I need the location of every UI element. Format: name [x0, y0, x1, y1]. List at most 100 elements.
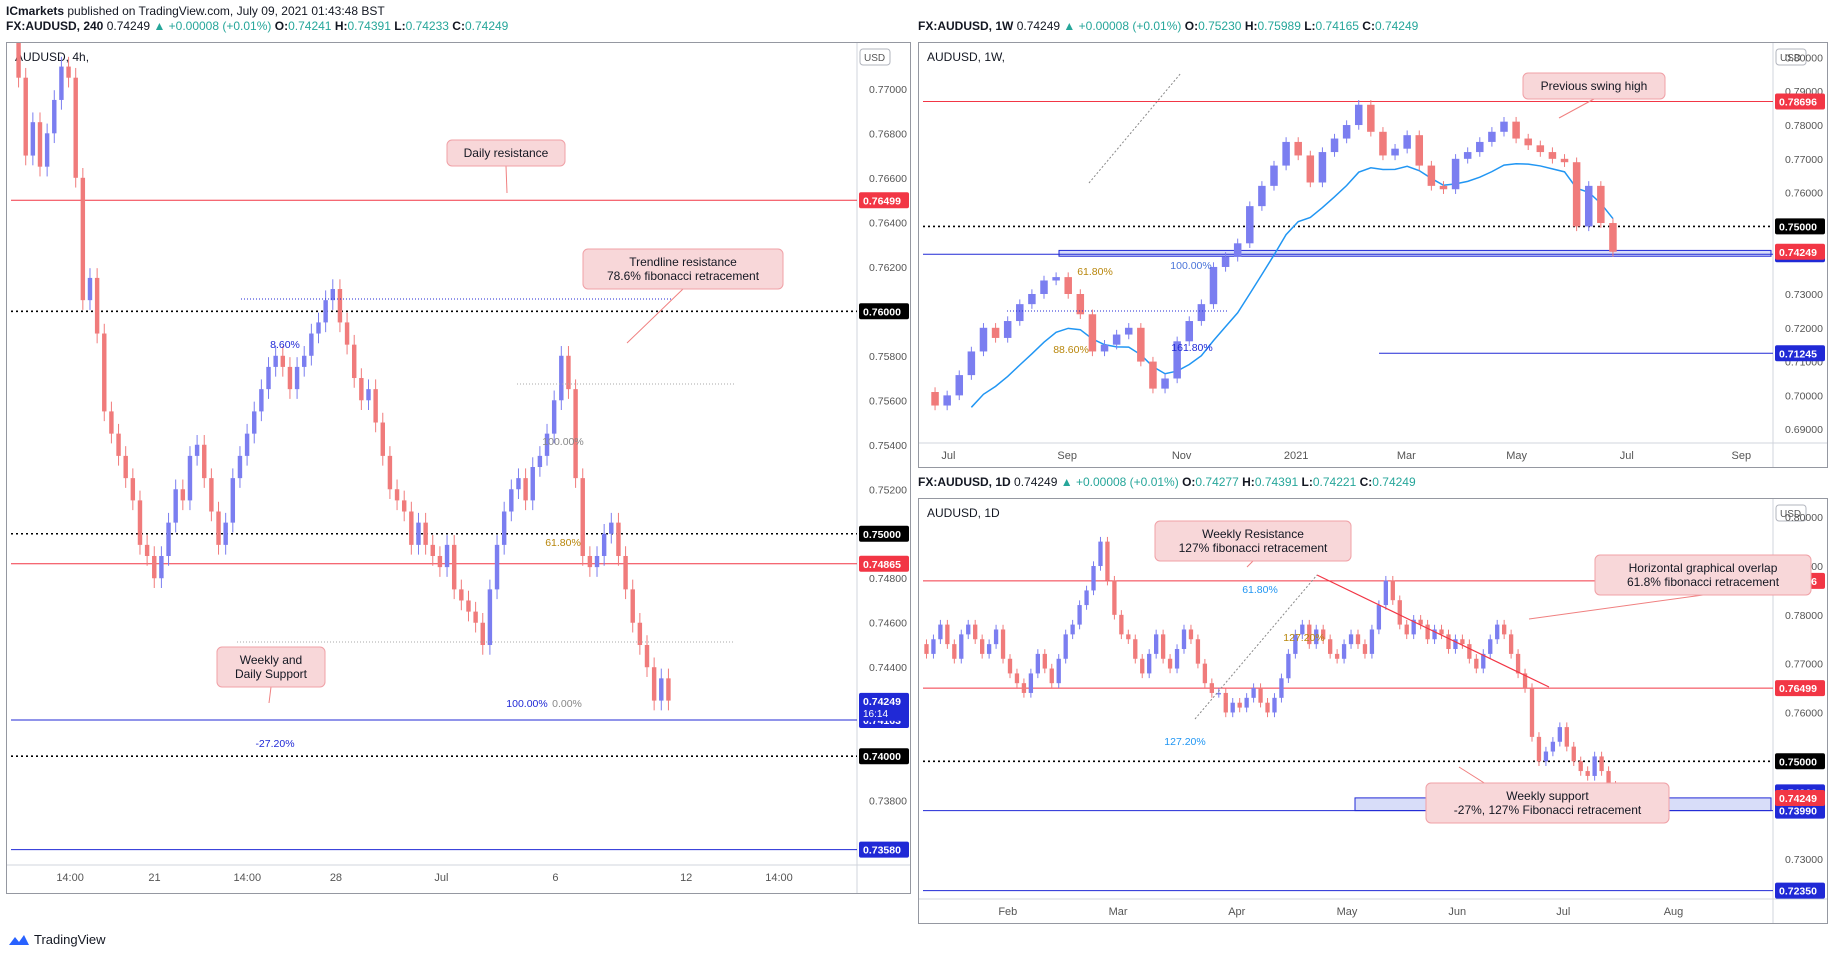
w1-candle-body	[1584, 185, 1593, 227]
d1-time-tick: May	[1337, 906, 1358, 918]
d1-candle-body	[1181, 629, 1187, 650]
w1-candle-body	[1536, 145, 1545, 153]
h4-candle-body	[523, 478, 528, 501]
d1-time-tick: Mar	[1109, 906, 1128, 918]
h4-candle-body	[266, 366, 271, 390]
w1-level-badge	[1775, 218, 1825, 235]
d1-candle-body	[1307, 624, 1312, 645]
d1-candle-body	[1230, 702, 1235, 713]
w1-level-badge	[1775, 93, 1825, 110]
h4-price-tick: 0.76600	[869, 173, 907, 185]
d1-candle-body	[1474, 658, 1479, 669]
h4-candle-body	[644, 644, 650, 668]
w1-price-tick: 0.72000	[1785, 323, 1823, 335]
h4-candle-body	[537, 455, 543, 468]
w1-low: 0.74165	[1315, 19, 1359, 33]
w1-fib-label: 61.80%	[1077, 266, 1113, 278]
w1-symbol: FX:AUDUSD, 1W	[918, 19, 1014, 33]
d1-time-tick: Aug	[1664, 906, 1684, 918]
d1-candle-body	[980, 639, 985, 654]
w1-candle-body	[1233, 243, 1242, 257]
weekly-daily-support-callout-text: Weekly and	[240, 653, 302, 667]
w1-change: ▲ +0.00008 (+0.01%)	[1063, 19, 1182, 33]
h4-price-tick: 0.74600	[869, 618, 907, 630]
w1-price-tick: 0.73000	[1785, 289, 1823, 301]
d1-candle-body	[1495, 624, 1500, 640]
h4-candle-body	[316, 322, 321, 334]
d1-level-label: 0.75000	[1779, 756, 1817, 768]
w1-chart-title: AUDUSD, 1W,	[927, 50, 1005, 64]
w1-time-tick: Nov	[1172, 450, 1192, 462]
d1-chart-panel[interactable]: AUDUSD, 1DUSD0.800000.790000.780000.7700…	[918, 498, 1828, 924]
daily-resistance-pointer	[505, 165, 508, 194]
d1-candle-body	[1007, 658, 1013, 674]
h4-candle-body	[23, 77, 28, 156]
h4-chart[interactable]: AUDUSD, 4h, USD 0.77000 0.76800 0.76600 0.764…	[7, 43, 910, 893]
d1-level-label: 0.73990	[1779, 806, 1817, 818]
h4-candle-body	[230, 478, 236, 523]
w1-chart-panel[interactable]: AUDUSD, 1W, USD 0.80000 0.79000 0.78000 0.770…	[918, 42, 1828, 468]
h4-last: 0.74249	[106, 19, 151, 33]
d1-high: 0.74391	[1254, 475, 1299, 489]
w1-candle-body	[1294, 141, 1302, 156]
h4-currency-label: USD	[864, 53, 885, 64]
weekly-support-callout-text: Weekly support	[1506, 789, 1589, 803]
h4-candle-body	[587, 555, 593, 568]
d1-price-badge-label: 0.74249	[1779, 793, 1817, 805]
w1-ema-line	[970, 162, 1614, 408]
w1-candle-body	[1560, 158, 1569, 163]
h4-close: 0.74249	[464, 19, 509, 33]
h4-level-label: 0.74000	[863, 751, 901, 763]
d1-candle-body	[993, 629, 999, 645]
h4-candle-body	[187, 455, 193, 501]
h4-candle-body	[416, 522, 421, 545]
w1-candle-body	[1367, 104, 1375, 132]
h4-price-badge-timer: 16:14	[863, 709, 888, 720]
d1-candle-body	[1376, 605, 1382, 630]
d1-candle-body	[1328, 639, 1333, 654]
d1-candle-body	[1599, 756, 1604, 772]
h4-price-tick: 0.75400	[869, 440, 907, 452]
tradingview-logo[interactable]: TradingView	[8, 932, 106, 947]
w1-candle-body	[1318, 152, 1327, 183]
d1-currency-label: USD	[1780, 509, 1801, 520]
w1-candle-body	[1439, 185, 1448, 190]
w1-time-tick: 2021	[1284, 450, 1308, 462]
d1-candle-body	[1439, 629, 1444, 635]
w1-candle-body	[1258, 185, 1266, 207]
weekly-daily-support-callout-box	[216, 646, 326, 688]
w1-chart[interactable]: AUDUSD, 1W, USD0.800000.790000.780000.770…	[919, 43, 1827, 467]
horizontal-overlap-callout-box	[1594, 554, 1812, 596]
h4-chart-panel[interactable]: AUDUSD, 4h, USD 0.77000 0.76800 0.76600 0.764…	[6, 42, 911, 894]
d1-price-tick: 0.76000	[1785, 707, 1823, 719]
w1-time-tick: May	[1506, 450, 1527, 462]
w1-candle-body	[1488, 131, 1496, 142]
w1-fib-label: 88.60%	[1053, 344, 1089, 356]
w1-candle-body	[1415, 135, 1424, 166]
d1-candle-body	[1209, 683, 1214, 693]
published-text: published on TradingView.com, July 09, 2…	[67, 4, 385, 18]
w1-candle-body	[1173, 341, 1181, 379]
d1-chart-title: AUDUSD, 1D	[927, 506, 1000, 520]
trendline-resistance-callout-text: Trendline resistance	[629, 255, 737, 269]
d1-candle-body	[1536, 736, 1542, 762]
h4-candle-body	[580, 478, 585, 556]
d1-candle-body	[1578, 761, 1583, 772]
h4-price-tick: 0.76800	[869, 128, 907, 140]
d1-candle-body	[938, 624, 943, 640]
w1-candle-body	[1403, 135, 1411, 149]
d1-chart[interactable]: AUDUSD, 1DUSD0.800000.790000.780000.7700…	[919, 499, 1827, 923]
daily-resistance-callout-box	[446, 139, 566, 167]
h4-fib-label: 61.80%	[545, 537, 581, 549]
h4-candle-body	[94, 277, 100, 334]
trendline-resistance-callout-box	[582, 248, 784, 290]
h4-candle-body	[437, 555, 443, 568]
d1-candle-body	[1042, 653, 1047, 669]
d1-candle-body	[1000, 629, 1006, 659]
h4-candle-body	[366, 389, 371, 401]
d1-candle-body	[1508, 634, 1514, 654]
h4-candle-body	[280, 355, 286, 367]
w1-open: 0.75230	[1198, 19, 1242, 33]
h4-price-tick: 0.75600	[869, 395, 907, 407]
d1-candle-body	[1314, 629, 1319, 645]
